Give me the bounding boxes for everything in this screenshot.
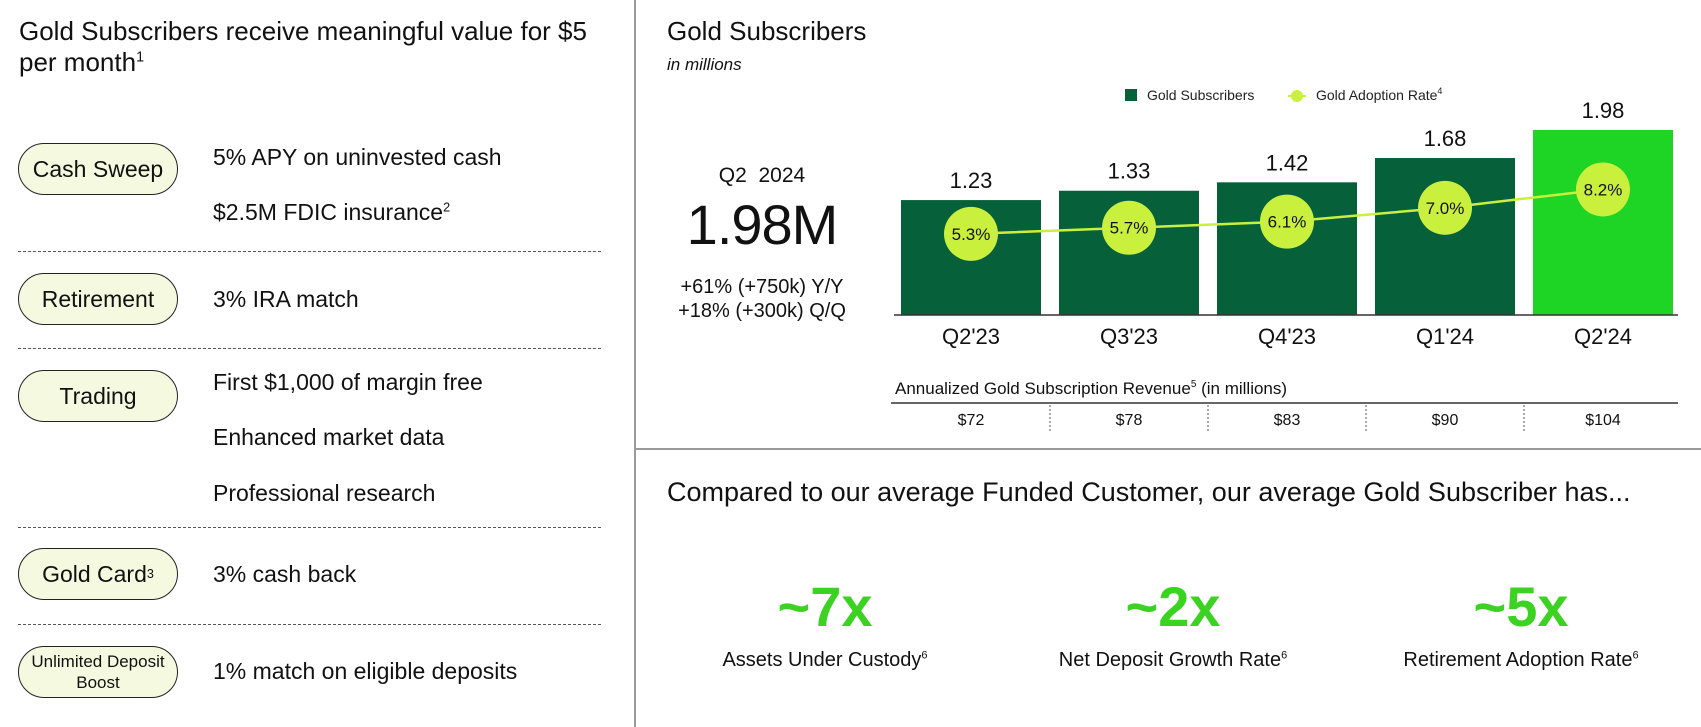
benefits-panel: Gold Subscribers receive meaningful valu… [0, 0, 636, 727]
bar-value-label: 1.98 [1582, 98, 1625, 123]
bar-q224 [1533, 130, 1673, 315]
legend-label-gold-subscribers: Gold Subscribers [1147, 87, 1254, 103]
stat-assets-under-custody: ~7x Assets Under Custody6 [655, 576, 995, 672]
adoption-rate-marker [944, 206, 998, 261]
chart-subtitle: in millions [667, 55, 742, 74]
adoption-rate-marker [1418, 180, 1472, 235]
divider [18, 624, 601, 625]
category-pill-gold-card: Gold Card 3 [18, 548, 178, 600]
revenue-cell: $72 [958, 412, 985, 429]
benefit-item: First $1,000 of margin free [213, 369, 483, 395]
legend-swatch-gold-subscribers [1125, 89, 1137, 101]
benefit-item: Professional research [213, 480, 436, 506]
divider [18, 251, 601, 252]
bar-value-label: 1.23 [950, 168, 993, 193]
kpi-yoy-change: +61% (+750k) Y/Y [680, 276, 844, 298]
revenue-table-title: Annualized Gold Subscription Revenue5 (i… [895, 379, 1287, 398]
bar-value-label: 1.68 [1424, 126, 1467, 151]
adoption-rate-label: 6.1% [1268, 213, 1307, 232]
revenue-cell: $78 [1116, 412, 1143, 429]
footnote-marker: 2 [443, 200, 451, 215]
benefit-item: 3% IRA match [213, 286, 359, 312]
x-tick-label: Q1'24 [1416, 324, 1474, 349]
x-tick-label: Q2'23 [942, 324, 1000, 349]
adoption-rate-marker [1260, 194, 1314, 249]
x-axis-tick-labels: Q2'23 Q3'23 Q4'23 Q1'24 Q2'24 [942, 324, 1632, 349]
adoption-rate-line: 5.3% 5.7% 6.1% 7.0% 8.2% [944, 162, 1630, 261]
adoption-rate-label: 7.0% [1426, 199, 1465, 218]
gold-subscribers-chart-panel: Gold Subscribers in millions Q2 2024 1.9… [636, 0, 1701, 450]
stat-label: Assets Under Custody6 [722, 649, 928, 671]
kpi-summary: Q2 2024 1.98M +61% (+750k) Y/Y +18% (+30… [636, 163, 888, 323]
revenue-table-cells: $72 $78 $83 $90 $104 [958, 405, 1621, 432]
kpi-value: 1.98M [686, 193, 839, 256]
comparison-title: Compared to our average Funded Customer,… [667, 477, 1631, 507]
legend-label-adoption-rate: Gold Adoption Rate4 [1316, 86, 1442, 103]
category-pill-retirement: Retirement [18, 273, 178, 325]
legend-swatch-adoption-rate [1291, 90, 1303, 102]
adoption-rate-label: 5.7% [1110, 219, 1149, 238]
divider [18, 527, 601, 528]
adoption-rate-marker [1576, 162, 1630, 217]
benefit-item: 5% APY on uninvested cash [213, 144, 502, 170]
legend: Gold Subscribers Gold Adoption Rate4 [1125, 86, 1442, 103]
adoption-rate-label: 5.3% [952, 225, 991, 244]
divider [18, 348, 601, 349]
benefit-item: Enhanced market data [213, 424, 445, 450]
kpi-qoq-change: +18% (+300k) Q/Q [678, 300, 846, 322]
footnote-marker: 6 [921, 649, 928, 662]
bar-line-chart: Gold Subscribers Gold Adoption Rate4 1.2… [891, 86, 1678, 432]
stat-retirement-adoption: ~5x Retirement Adoption Rate6 [1351, 576, 1691, 672]
adoption-rate-marker [1102, 200, 1156, 255]
category-pill-cash-sweep: Cash Sweep [18, 143, 178, 195]
revenue-cell: $104 [1585, 412, 1621, 429]
category-pill-deposit-boost: Unlimited Deposit Boost [18, 646, 178, 698]
benefit-item: 3% cash back [213, 561, 357, 587]
stat-value: ~5x [1473, 575, 1569, 638]
benefit-item: $2.5M FDIC insurance2 [213, 199, 451, 225]
stat-net-deposit-growth: ~2x Net Deposit Growth Rate6 [1003, 576, 1343, 672]
chart-title: Gold Subscribers [667, 16, 867, 46]
benefit-item: 1% match on eligible deposits [213, 658, 518, 684]
x-tick-label: Q4'23 [1258, 324, 1316, 349]
footnote-marker: 1 [136, 49, 145, 66]
revenue-cell: $83 [1274, 412, 1301, 429]
bar-value-label: 1.33 [1108, 159, 1151, 184]
kpi-period: Q2 2024 [718, 164, 806, 187]
stat-label: Retirement Adoption Rate6 [1403, 649, 1639, 671]
x-tick-label: Q2'24 [1574, 324, 1632, 349]
category-pill-trading: Trading [18, 370, 178, 422]
bar-value-label: 1.42 [1266, 150, 1309, 175]
comparison-panel: Compared to our average Funded Customer,… [636, 450, 1701, 727]
adoption-rate-label: 8.2% [1584, 180, 1623, 199]
benefits-title: Gold Subscribers receive meaningful valu… [19, 16, 587, 77]
footnote-marker: 6 [1281, 649, 1288, 662]
stat-value: ~2x [1125, 575, 1221, 638]
stat-value: ~7x [777, 575, 873, 638]
revenue-cell: $90 [1432, 412, 1459, 429]
x-tick-label: Q3'23 [1100, 324, 1158, 349]
stat-label: Net Deposit Growth Rate6 [1058, 649, 1288, 671]
footnote-marker: 6 [1632, 649, 1639, 662]
